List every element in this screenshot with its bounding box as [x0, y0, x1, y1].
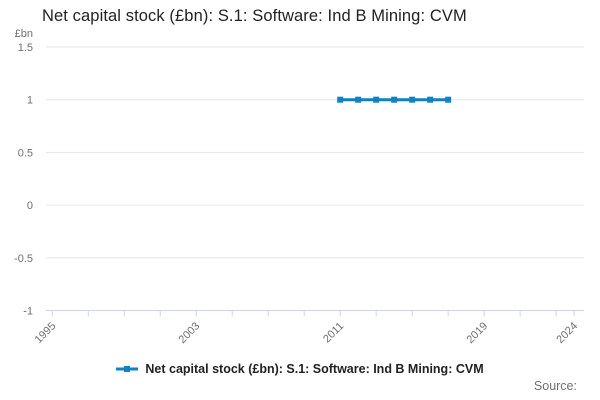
legend-line-marker-icon [116, 366, 139, 372]
legend[interactable]: Net capital stock (£bn): S.1: Software: … [0, 362, 600, 376]
data-point-marker[interactable] [427, 96, 434, 103]
y-tick-label: 1 [27, 95, 33, 107]
data-point-marker[interactable] [391, 96, 398, 103]
x-tick-label: 1995 [33, 320, 59, 346]
data-point-marker[interactable] [409, 96, 416, 103]
x-tick-label: 2024 [554, 320, 580, 346]
y-axis-unit-label: £bn [15, 28, 33, 40]
y-tick-label: 0 [27, 200, 33, 212]
y-tick-label: -0.5 [14, 253, 33, 265]
y-tick-label: 0.5 [18, 147, 33, 159]
data-point-marker[interactable] [445, 96, 452, 103]
chart-title: Net capital stock (£bn): S.1: Software: … [42, 7, 467, 25]
data-point-marker[interactable] [355, 96, 362, 103]
data-point-marker[interactable] [337, 96, 344, 103]
legend-label: Net capital stock (£bn): S.1: Software: … [145, 362, 484, 376]
x-tick-label: 2011 [321, 320, 346, 345]
y-tick-label: 1.5 [18, 42, 33, 54]
y-tick-label: -1 [23, 306, 33, 318]
source-label: Source: [533, 379, 577, 393]
x-tick-label: 2003 [177, 320, 203, 346]
data-point-marker[interactable] [373, 96, 380, 103]
x-tick-label: 2019 [464, 320, 490, 346]
